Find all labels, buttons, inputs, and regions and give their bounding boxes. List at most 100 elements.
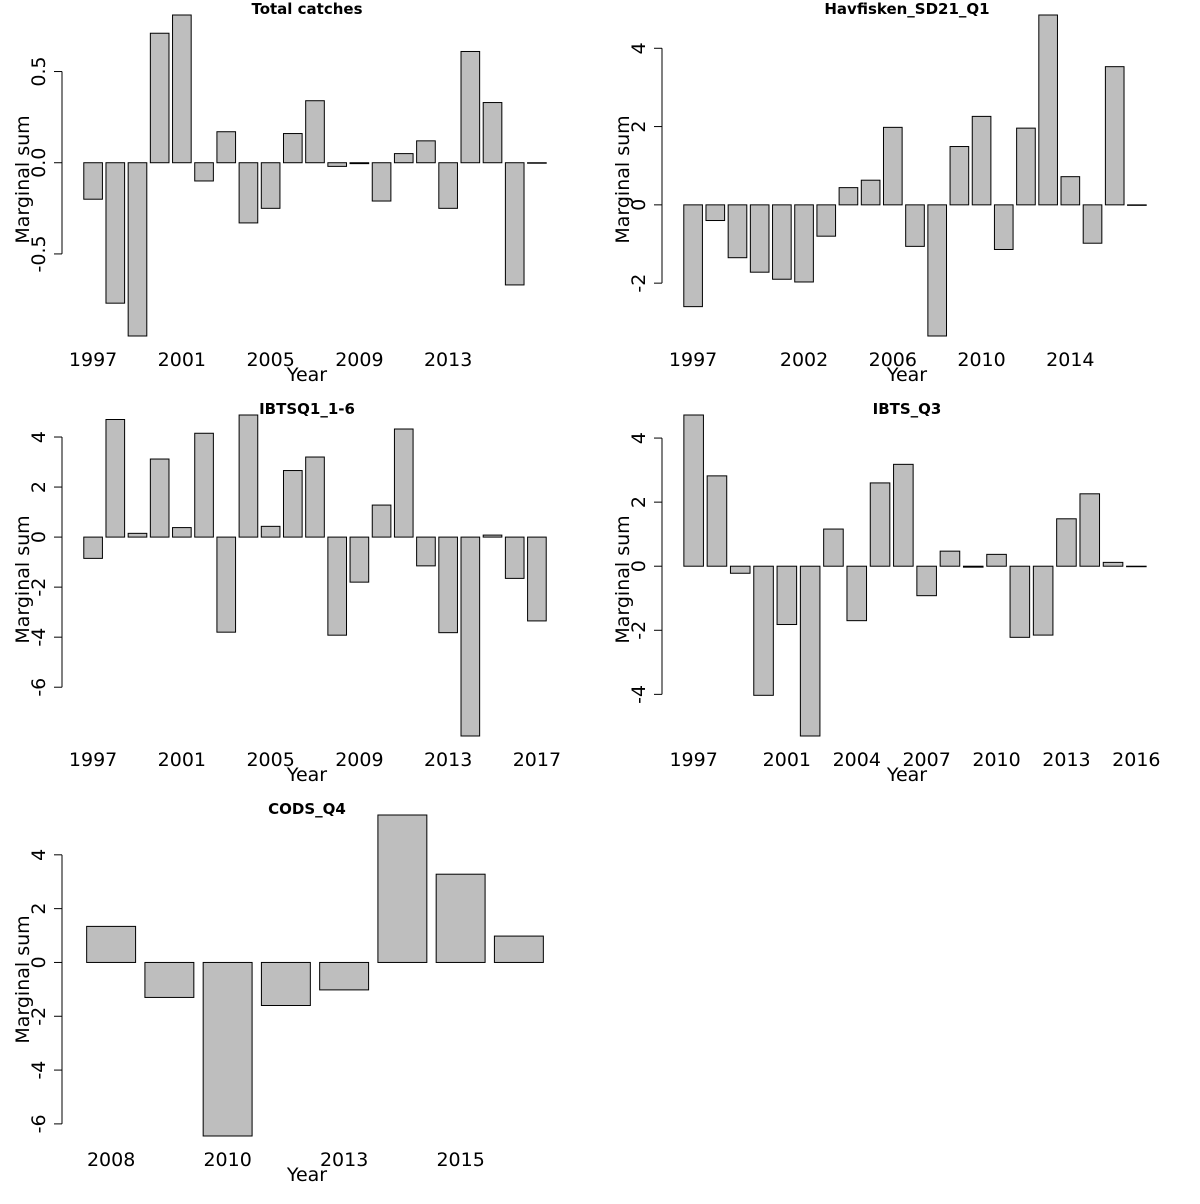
bar-2001 (172, 14, 192, 164)
bar-2006 (893, 463, 914, 567)
x-tick-label: 2007 (902, 749, 950, 771)
x-tick-label: 2017 (513, 749, 561, 771)
bar-2004 (238, 162, 259, 224)
bar-2001 (776, 565, 798, 626)
y-tick-label: -4 (628, 685, 650, 704)
bar-2014 (1060, 176, 1081, 206)
bar-2010 (202, 961, 253, 1137)
bar-2016 (1126, 565, 1147, 568)
x-tick-label: 2009 (335, 349, 383, 371)
bar-2014 (1079, 493, 1101, 567)
bar-2001 (172, 527, 192, 538)
x-tick-label: 2013 (424, 749, 472, 771)
x-tick-label: 2013 (424, 349, 472, 371)
bar-2009 (349, 162, 370, 165)
chart-title: Havfisken_SD21_Q1 (824, 0, 989, 18)
y-tick-label: 4 (628, 432, 650, 444)
x-tick-label: 2010 (957, 349, 1005, 371)
x-tick-label: 2014 (1046, 349, 1094, 371)
bar-2000 (749, 204, 770, 273)
y-axis-label: Marginal sum (612, 115, 634, 243)
bar-2015 (1102, 561, 1124, 567)
bar-2002 (799, 565, 821, 737)
y-axis-label: Marginal sum (12, 515, 34, 643)
x-axis-label: Year (286, 1164, 327, 1186)
bar-2011 (393, 428, 414, 538)
bar-2011 (1009, 565, 1031, 638)
bar-2007 (305, 100, 325, 164)
y-tick-label: 0.5 (28, 56, 50, 86)
y-axis-label: Marginal sum (12, 915, 34, 1043)
bar-2010 (371, 162, 392, 202)
bar-2002 (794, 204, 814, 283)
x-tick-label: 2005 (246, 349, 294, 371)
bar-2009 (349, 536, 370, 583)
x-axis-label: Year (886, 364, 927, 386)
bar-2002 (194, 162, 214, 182)
bar-2014 (460, 536, 481, 737)
bar-1997 (683, 414, 704, 567)
bar-2000 (149, 32, 170, 164)
y-tick-label: -4 (28, 1061, 50, 1080)
x-tick-label: 2016 (1112, 749, 1160, 771)
y-tick-label: 2 (28, 903, 50, 915)
y-tick-label: 4 (628, 42, 650, 54)
bar-1998 (706, 475, 728, 567)
x-tick-label: 2010 (203, 1149, 251, 1171)
bar-2012 (260, 961, 311, 1006)
chart-panel-1: Total catches -0.5 0.0 0.5 1997 2001 2005 2009 2… (12, 0, 547, 386)
bar-2013 (438, 162, 458, 209)
y-tick-label: 2 (628, 121, 650, 133)
bar-2007 (916, 565, 937, 597)
bar-2014 (460, 50, 481, 164)
bar-2015 (1082, 204, 1103, 244)
bar-2016 (504, 536, 525, 579)
bar-2005 (260, 525, 281, 538)
y-tick-label: -2 (628, 274, 650, 293)
bar-2016 (1104, 66, 1125, 206)
bar-2017 (527, 162, 547, 164)
bar-2010 (971, 115, 992, 206)
y-tick-label: -0.5 (28, 235, 50, 272)
bar-2017 (1127, 204, 1147, 206)
chart-panel-3: IBTSQ1_1-6 -6 -4 -2 0 2 4 1997 2001 2005 2009 2013 2… (12, 400, 561, 786)
bar-2015 (482, 534, 503, 538)
bar-2016 (493, 935, 544, 963)
bar-2008 (327, 162, 348, 167)
x-axis-label: Year (286, 764, 327, 786)
bar-1997 (83, 536, 103, 559)
chart-title: CODS_Q4 (268, 800, 346, 818)
bar-2007 (905, 204, 925, 247)
x-tick-label: 2005 (246, 749, 294, 771)
bar-2001 (772, 204, 792, 280)
y-tick-label: -6 (28, 678, 50, 697)
y-tick-label: 0.0 (28, 148, 50, 178)
bar-1998 (105, 419, 126, 538)
bar-1997 (83, 162, 103, 200)
y-tick-label: -2 (28, 1007, 50, 1026)
bar-2004 (838, 187, 859, 206)
y-axis-label: Marginal sum (612, 515, 634, 643)
x-tick-label: 2009 (335, 749, 383, 771)
x-axis-label: Year (886, 764, 927, 786)
chart-panel-4: IBTS_Q3 -4 -2 0 2 4 1997 2001 2004 2007 2010 2013 20… (612, 400, 1161, 786)
x-tick-label: 2001 (763, 749, 811, 771)
bar-2000 (149, 458, 170, 538)
bar-2010 (986, 553, 1007, 567)
bar-2005 (869, 482, 891, 567)
bar-2004 (846, 565, 868, 622)
bar-2006 (282, 470, 303, 538)
y-tick-label: 0 (628, 199, 650, 211)
bar-2008 (927, 204, 948, 337)
y-tick-label: -2 (628, 621, 650, 640)
bar-2003 (823, 528, 844, 567)
y-tick-label: -4 (28, 628, 50, 647)
bar-2005 (260, 162, 281, 209)
bar-2014 (377, 814, 428, 963)
chart-title: IBTSQ1_1-6 (259, 400, 355, 418)
bar-2012 (1016, 127, 1036, 206)
bar-2004 (238, 414, 259, 538)
bar-2000 (753, 565, 774, 696)
bar-1998 (705, 204, 726, 222)
